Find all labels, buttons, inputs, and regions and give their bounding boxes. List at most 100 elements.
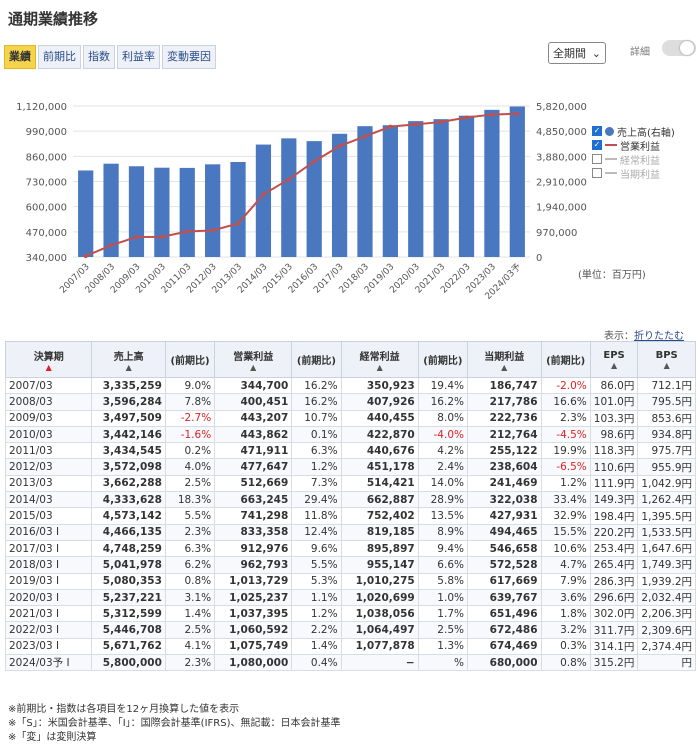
table-cell: 2008/03 <box>4 393 93 411</box>
table-cell: 5,237,221 <box>91 588 166 607</box>
table-cell: 833,358 <box>214 523 293 541</box>
legend-line-icon <box>605 158 617 160</box>
view-tabs: 業績 前期比 指数 利益率 変動要因 <box>4 45 216 69</box>
table-cell: 3,442,146 <box>91 425 166 444</box>
footnote: ※「変」は変則決算 <box>8 732 97 743</box>
table-cell: 7.3% <box>291 474 342 493</box>
tab-results[interactable]: 業績 <box>4 45 36 69</box>
detail-toggle[interactable] <box>662 40 696 56</box>
table-row: 2007/03 3,335,259 9.0% 344,700 16.2% 350,923 1… <box>4 376 696 395</box>
bar-sales <box>484 109 500 257</box>
table-cell: 6.2% <box>164 556 216 574</box>
point-operating-profit <box>286 177 291 182</box>
bar-sales <box>281 138 297 257</box>
table-cell: -6.5% <box>540 458 591 476</box>
legend-item-operating[interactable]: ✓ 営業利益 <box>592 138 675 153</box>
table-cell: 1.2% <box>540 474 591 493</box>
table-cell: 1,533.5円 <box>637 523 696 541</box>
legend-label: 当期利益 <box>620 169 660 181</box>
table-row: 2012/03 3,572,098 4.0% 477,647 1.2% 451,178 2.… <box>4 458 696 476</box>
table-cell: 2019/03 I <box>4 572 93 590</box>
legend-item-net[interactable]: 当期利益 <box>592 166 675 181</box>
table-cell: 955,147 <box>340 556 419 574</box>
table-cell: 6.6% <box>417 556 468 574</box>
point-operating-profit <box>439 119 444 124</box>
table-cell: 2.2% <box>291 621 342 639</box>
tab-factors[interactable]: 変動要因 <box>162 45 216 69</box>
table-cell: 33.4% <box>540 491 591 509</box>
table-cell: 1,037,395 <box>214 605 293 623</box>
legend-checkbox[interactable]: ✓ <box>592 140 602 150</box>
legend-item-ordinary[interactable]: 経常利益 <box>592 152 675 167</box>
legend-checkbox[interactable] <box>592 168 602 178</box>
table-cell: 98.6円 <box>589 425 639 444</box>
table-cell: 3,572,098 <box>91 458 166 476</box>
table-cell: − <box>340 654 419 672</box>
table-cell: 5.5% <box>164 507 216 525</box>
table-cell: 672,486 <box>466 621 542 639</box>
collapse-link[interactable]: 折りたたむ <box>634 331 684 342</box>
table-cell: 512,669 <box>214 474 293 493</box>
col-header[interactable]: 決算期 ▲ <box>4 341 93 378</box>
table-cell: 2024/03予 I <box>4 654 93 672</box>
legend-checkbox[interactable]: ✓ <box>592 126 602 136</box>
detail-label: 詳細 <box>630 47 650 58</box>
table-cell: 315.2円 <box>589 654 639 672</box>
line-operating-profit <box>85 112 518 258</box>
table-cell: 5,800,000 <box>91 654 166 672</box>
col-header[interactable]: 営業利益 ▲ <box>214 341 293 378</box>
table-cell: 680,000 <box>466 654 542 672</box>
table-cell: 2007/03 <box>4 376 93 395</box>
right-tick-label: 3,880,000 <box>536 152 587 163</box>
table-cell: 255,122 <box>466 442 542 460</box>
bar-sales <box>306 141 322 257</box>
point-operating-profit <box>159 234 164 239</box>
table-cell: 2.3% <box>540 409 591 427</box>
table-cell: 451,178 <box>340 458 419 476</box>
table-cell: 0.4% <box>291 654 342 672</box>
legend-checkbox[interactable] <box>592 154 602 164</box>
table-row: 2008/03 3,596,284 7.8% 400,451 16.2% 407,926 1… <box>4 393 696 411</box>
tab-index[interactable]: 指数 <box>83 45 115 69</box>
col-header[interactable]: BPS ▲ <box>637 341 696 378</box>
tab-yoy[interactable]: 前期比 <box>38 45 81 69</box>
table-cell: 819,185 <box>340 523 419 541</box>
col-header[interactable]: 経常利益 ▲ <box>340 341 419 378</box>
table-cell: 350,923 <box>340 376 419 395</box>
col-header[interactable]: 当期利益 ▲ <box>466 341 542 378</box>
left-tick-label: 730,000 <box>26 178 67 189</box>
table-cell: 2,206.3円 <box>637 605 696 623</box>
table-cell: 311.7円 <box>589 621 639 639</box>
col-header[interactable]: EPS ▲ <box>589 341 639 378</box>
col-header[interactable]: 売上高 ▲ <box>91 341 166 378</box>
table-cell: 2023/03 I <box>4 637 93 656</box>
table-cell: 663,245 <box>214 491 293 509</box>
table-row: 2015/03 4,573,142 5.5% 741,298 11.8% 752,402 1… <box>4 507 696 525</box>
table-cell: 2,374.4円 <box>637 637 696 656</box>
table-cell: 2016/03 I <box>4 523 93 541</box>
table-cell: 2020/03 I <box>4 588 93 607</box>
point-operating-profit <box>312 159 317 164</box>
table-cell: 212,764 <box>466 425 542 444</box>
table-cell: 5,041,978 <box>91 556 166 574</box>
table-cell: 3,434,545 <box>91 442 166 460</box>
table-cell: -1.6% <box>164 425 216 444</box>
table-cell: 1,042.9円 <box>637 474 696 493</box>
table-cell: 443,207 <box>214 409 293 427</box>
table-cell: 265.4円 <box>589 556 639 574</box>
footnote: ※「S」：米国会計基準、「I」：国際会計基準(IFRS)、無記載：日本会計基準 <box>8 718 341 729</box>
table-cell: 2009/03 <box>4 409 93 427</box>
point-operating-profit <box>464 115 469 120</box>
table-cell: 1,262.4円 <box>637 491 696 509</box>
display-note-prefix: 表示： <box>604 331 634 342</box>
table-row: 2023/03 I 5,671,762 4.1% 1,075,749 1.4% 1,077… <box>4 637 696 656</box>
tab-margin[interactable]: 利益率 <box>117 45 160 69</box>
table-cell: 7.9% <box>540 572 591 590</box>
period-select[interactable]: 全期間 ⌄ <box>548 42 606 64</box>
legend-item-sales[interactable]: ✓ 売上高(右軸) <box>592 124 675 139</box>
table-cell: 2,032.4円 <box>637 588 696 607</box>
table-cell: 795.5円 <box>637 393 696 411</box>
table-cell: 1.7% <box>417 605 468 623</box>
footnotes: ※前期比・指数は各項目を12ヶ月換算した値を表示 ※「S」：米国会計基準、「I」… <box>8 703 340 745</box>
table-cell: 1,080,000 <box>214 654 293 672</box>
